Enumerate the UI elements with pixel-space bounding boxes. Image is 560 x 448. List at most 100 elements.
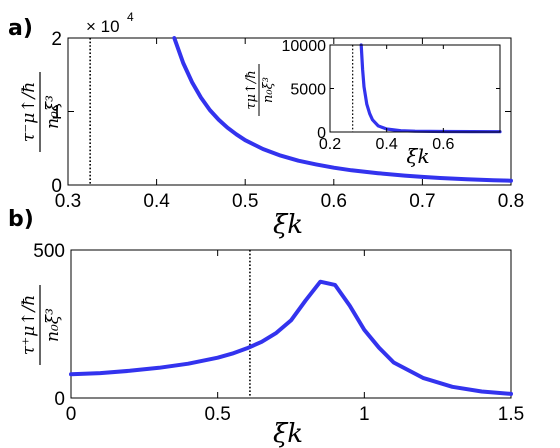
data-point: [333, 167, 335, 169]
panel-b: b) 0 0.5 1 1.5 0 500 τ⁺μ↑/ħ n₀ξ³ ξk: [8, 207, 524, 448]
data-point: [200, 97, 202, 99]
panel-b-ylabel: τ⁺μ↑/ħ n₀ξ³: [19, 285, 63, 365]
panel-a-series: [172, 36, 513, 183]
data-point: [217, 357, 219, 359]
data-point: [439, 177, 441, 179]
y-tick-label: 2: [51, 29, 62, 50]
panel-b-axes-box: [70, 249, 512, 399]
x-tick-label: 0.6: [432, 136, 454, 153]
data-point: [246, 347, 248, 349]
panel-b-ylabel-denominator: n₀ξ³: [43, 308, 63, 342]
panel-a-inset: 0.2 0.4 0.6 0 5000 10000 τμ↑/ħ n₀ξ³ ξk: [244, 38, 502, 168]
data-point: [280, 155, 282, 157]
data-point: [400, 130, 402, 132]
panel-a: a) 0.3 0.4 0.5 0.6 0.7 0.8 0 1 2 × 10 4 τ⁻μ↑/ħ n…: [8, 10, 524, 240]
data-point: [182, 62, 184, 64]
panel-a-ticks: 0.3 0.4 0.5 0.6 0.7 0.8 0 1 2: [51, 29, 524, 212]
data-point: [129, 370, 131, 372]
panel-a-multiplier: × 10 4: [86, 10, 134, 36]
inset-xlabel: ξk: [406, 144, 429, 168]
data-point: [369, 113, 371, 115]
x-tick-label: 0.8: [498, 191, 524, 212]
data-point: [275, 332, 277, 334]
data-point: [290, 319, 292, 321]
data-point: [244, 139, 246, 141]
data-point: [362, 68, 364, 70]
panel-a-ylabel-denominator: n₀ξ³: [43, 95, 63, 129]
data-point: [209, 109, 211, 111]
panel-a-label: a): [8, 16, 33, 41]
data-point: [510, 180, 512, 182]
data-point: [226, 127, 228, 129]
data-point: [262, 148, 264, 150]
panel-b-series: [69, 279, 513, 396]
data-point: [351, 169, 353, 171]
data-point: [377, 125, 379, 127]
data-point: [235, 133, 237, 135]
panel-b-ticks: 0 0.5 1 1.5 0 500: [33, 241, 524, 425]
data-point: [218, 119, 220, 121]
x-tick-label: 0.4: [143, 191, 170, 212]
data-point: [451, 386, 453, 388]
x-tick-label: 1: [359, 404, 370, 425]
data-point: [378, 347, 380, 349]
data-point: [315, 163, 317, 165]
inset-background: [330, 45, 500, 132]
y-tick-label: 0: [317, 125, 326, 142]
x-tick-label: 0.3: [55, 191, 81, 212]
inset-ylabel: τμ↑/ħ n₀ξ³: [244, 64, 276, 116]
data-point: [305, 299, 307, 301]
data-point: [466, 178, 468, 180]
panel-a-ylabel: τ⁻μ↑/ħ n₀ξ³: [19, 72, 63, 152]
series-line: [172, 36, 513, 183]
y-tick-label: 500: [33, 241, 65, 262]
data-point: [158, 367, 160, 369]
x-tick-label: 0.4: [376, 136, 398, 153]
data-point: [261, 341, 263, 343]
data-point: [191, 81, 193, 83]
data-point: [372, 119, 373, 121]
data-point: [421, 176, 423, 178]
inset-ticks: 0.2 0.4 0.6 0 5000 10000: [282, 38, 500, 153]
panel-a-multiplier-base: × 10: [86, 17, 120, 36]
panel-a-xlabel: ξk: [273, 210, 303, 240]
y-tick-label: 0: [54, 389, 65, 410]
x-tick-label: 0.2: [319, 136, 341, 153]
x-tick-label: 1.5: [498, 404, 524, 425]
x-tick-label: 0.5: [232, 191, 258, 212]
panel-a-ylabel-numerator: τ⁻μ↑/ħ: [19, 82, 39, 142]
x-tick-label: 0.7: [409, 191, 435, 212]
y-tick-label: 5000: [290, 82, 326, 99]
data-point: [363, 86, 365, 88]
x-tick-label: 0: [66, 404, 77, 425]
data-point: [173, 37, 175, 39]
x-tick-label: 0.5: [204, 404, 230, 425]
inset-ylabel-numerator: τμ↑/ħ: [244, 70, 259, 109]
series-line: [69, 279, 513, 396]
data-point: [377, 172, 379, 174]
y-tick-label: 10000: [282, 38, 327, 55]
data-point: [366, 103, 368, 105]
data-point: [404, 175, 406, 177]
data-point: [349, 305, 351, 307]
data-point: [492, 179, 494, 181]
data-point: [510, 393, 512, 395]
panel-b-label: b): [8, 207, 34, 232]
data-point: [319, 281, 321, 283]
data-point: [187, 363, 189, 365]
inset-ylabel-denominator: n₀ξ³: [261, 77, 276, 103]
x-tick-label: 0.6: [321, 191, 347, 212]
data-point: [422, 377, 424, 379]
data-point: [70, 373, 72, 375]
panel-b-xlabel: ξk: [273, 419, 303, 448]
y-tick-label: 0: [51, 176, 62, 197]
data-point: [297, 160, 299, 162]
y-tick-label: 1: [51, 103, 62, 124]
data-point: [414, 130, 416, 132]
panel-b-ylabel-numerator: τ⁺μ↑/ħ: [19, 295, 39, 355]
data-point: [334, 284, 336, 286]
panel-a-multiplier-exponent: 4: [127, 10, 134, 24]
data-point: [363, 329, 365, 331]
data-point: [393, 361, 395, 363]
